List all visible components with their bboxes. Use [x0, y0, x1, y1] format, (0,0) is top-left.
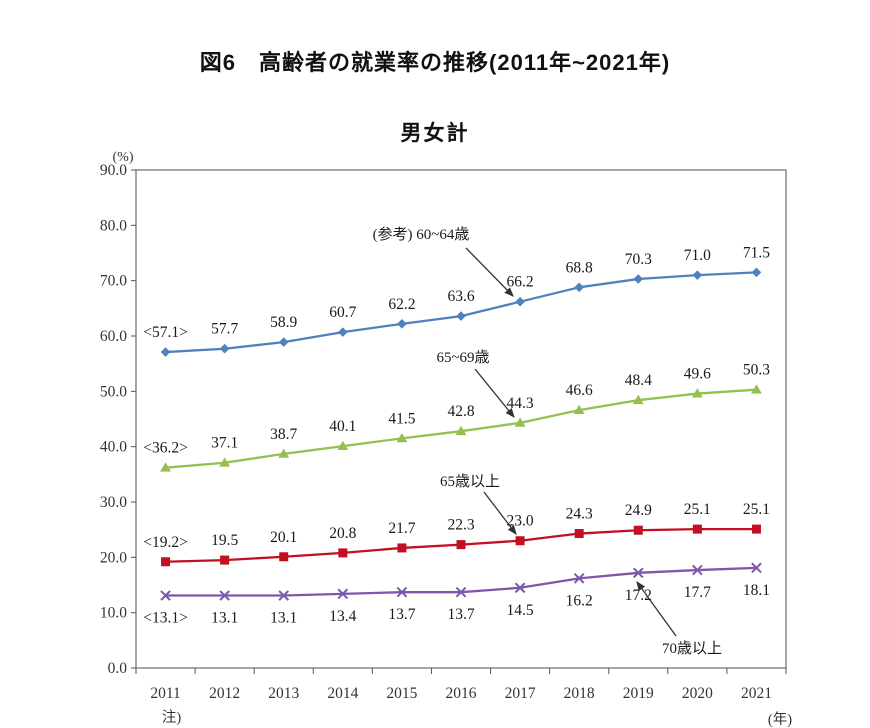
svg-text:25.1: 25.1	[684, 501, 711, 518]
svg-text:17.7: 17.7	[684, 584, 711, 601]
svg-text:注): 注)	[162, 709, 181, 726]
svg-text:71.0: 71.0	[684, 247, 711, 264]
figure-title: 図6 高齢者の就業率の推移(2011年~2021年)	[199, 50, 671, 75]
svg-text:19.5: 19.5	[211, 532, 238, 549]
svg-text:13.4: 13.4	[329, 608, 356, 625]
svg-text:38.7: 38.7	[270, 426, 297, 443]
svg-text:2016: 2016	[446, 685, 477, 702]
chart-subtitle-gender-total: 男女計	[400, 122, 470, 145]
svg-text:<57.1>: <57.1>	[143, 324, 188, 341]
svg-text:40.0: 40.0	[100, 439, 127, 456]
svg-text:20.0: 20.0	[100, 549, 127, 566]
svg-text:13.7: 13.7	[447, 606, 474, 623]
svg-text:21.7: 21.7	[388, 520, 415, 537]
svg-text:46.6: 46.6	[566, 382, 593, 399]
svg-text:24.3: 24.3	[566, 506, 593, 523]
svg-text:16.2: 16.2	[566, 592, 593, 609]
svg-text:71.5: 71.5	[743, 244, 770, 261]
svg-text:50.3: 50.3	[743, 362, 770, 379]
svg-text:13.1: 13.1	[211, 610, 238, 627]
svg-text:49.6: 49.6	[684, 366, 711, 383]
svg-text:(%): (%)	[113, 150, 134, 165]
svg-text:60.7: 60.7	[329, 304, 356, 321]
svg-text:90.0: 90.0	[100, 162, 127, 179]
svg-text:37.1: 37.1	[211, 435, 238, 452]
svg-text:41.5: 41.5	[388, 410, 415, 427]
svg-text:13.7: 13.7	[388, 606, 415, 623]
svg-text:2017: 2017	[505, 685, 536, 702]
svg-text:65歳以上: 65歳以上	[440, 473, 500, 490]
svg-text:70.0: 70.0	[100, 273, 127, 290]
svg-text:60.0: 60.0	[100, 328, 127, 345]
svg-text:2013: 2013	[268, 685, 299, 702]
svg-text:30.0: 30.0	[100, 494, 127, 511]
svg-text:2011: 2011	[150, 685, 180, 702]
svg-text:58.9: 58.9	[270, 314, 297, 331]
svg-text:63.6: 63.6	[447, 288, 474, 305]
svg-text:13.1: 13.1	[270, 610, 297, 627]
svg-text:50.0: 50.0	[100, 383, 127, 400]
svg-text:(年): (年)	[768, 711, 792, 728]
svg-text:2021: 2021	[741, 685, 772, 702]
svg-text:80.0: 80.0	[100, 217, 127, 234]
svg-text:25.1: 25.1	[743, 501, 770, 518]
svg-text:2015: 2015	[386, 685, 417, 702]
svg-text:70歳以上: 70歳以上	[662, 640, 722, 657]
svg-text:2018: 2018	[564, 685, 595, 702]
svg-text:2012: 2012	[209, 685, 240, 702]
svg-text:20.1: 20.1	[270, 529, 297, 546]
svg-text:2020: 2020	[682, 685, 713, 702]
svg-text:57.7: 57.7	[211, 321, 238, 338]
svg-text:68.8: 68.8	[566, 259, 593, 276]
svg-text:44.3: 44.3	[507, 395, 534, 412]
svg-text:17.2: 17.2	[625, 587, 652, 604]
svg-text:20.8: 20.8	[329, 525, 356, 542]
svg-text:70.3: 70.3	[625, 251, 652, 268]
svg-text:62.2: 62.2	[388, 296, 415, 313]
svg-text:65~69歳: 65~69歳	[436, 349, 489, 366]
svg-text:0.0: 0.0	[108, 660, 128, 677]
svg-text:18.1: 18.1	[743, 582, 770, 599]
svg-text:66.2: 66.2	[507, 274, 534, 291]
svg-text:14.5: 14.5	[507, 602, 534, 619]
svg-text:10.0: 10.0	[100, 605, 127, 622]
svg-text:<36.2>: <36.2>	[143, 440, 188, 457]
svg-text:(参考) 60~64歳: (参考) 60~64歳	[373, 226, 470, 243]
svg-text:2019: 2019	[623, 685, 654, 702]
svg-text:2014: 2014	[327, 685, 358, 702]
svg-text:48.4: 48.4	[625, 372, 652, 389]
svg-text:22.3: 22.3	[447, 517, 474, 534]
svg-text:<13.1>: <13.1>	[143, 610, 188, 627]
svg-text:<19.2>: <19.2>	[143, 534, 188, 551]
svg-text:24.9: 24.9	[625, 502, 652, 519]
svg-text:42.8: 42.8	[447, 403, 474, 420]
svg-text:40.1: 40.1	[329, 418, 356, 435]
